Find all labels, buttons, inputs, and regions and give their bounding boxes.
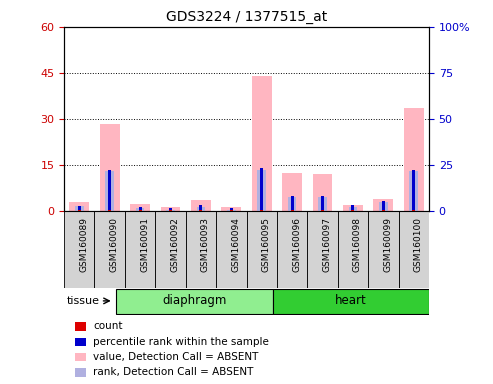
- Bar: [260, 168, 263, 210]
- Text: percentile rank within the sample: percentile rank within the sample: [93, 337, 269, 347]
- Bar: [116, 290, 273, 313]
- Bar: [288, 197, 296, 211]
- Bar: [169, 210, 172, 211]
- Bar: [273, 290, 429, 313]
- Text: GSM160089: GSM160089: [79, 217, 88, 272]
- Bar: [412, 210, 415, 211]
- Text: GSM160096: GSM160096: [292, 217, 301, 272]
- Text: heart: heart: [335, 295, 367, 308]
- Text: GSM160093: GSM160093: [201, 217, 210, 272]
- Text: GSM160095: GSM160095: [262, 217, 271, 272]
- Bar: [373, 199, 393, 211]
- Bar: [313, 174, 332, 211]
- Bar: [108, 170, 111, 210]
- Bar: [70, 202, 89, 211]
- Bar: [349, 207, 357, 211]
- Text: GSM160100: GSM160100: [414, 217, 423, 272]
- Title: GDS3224 / 1377515_at: GDS3224 / 1377515_at: [166, 10, 327, 25]
- Bar: [75, 353, 86, 361]
- Text: GSM160097: GSM160097: [322, 217, 331, 272]
- Bar: [321, 210, 324, 211]
- Bar: [352, 205, 354, 210]
- Bar: [169, 208, 172, 210]
- Bar: [230, 210, 233, 211]
- Bar: [230, 208, 233, 210]
- Bar: [307, 211, 338, 288]
- Bar: [410, 171, 418, 211]
- Bar: [191, 200, 211, 211]
- Bar: [75, 322, 86, 331]
- Bar: [404, 108, 423, 211]
- Bar: [282, 173, 302, 211]
- Text: GSM160090: GSM160090: [109, 217, 119, 272]
- Bar: [352, 210, 354, 211]
- Bar: [343, 205, 363, 211]
- Text: GSM160091: GSM160091: [140, 217, 149, 272]
- Bar: [382, 210, 385, 211]
- Bar: [398, 211, 429, 288]
- Text: count: count: [93, 321, 123, 331]
- Bar: [106, 171, 114, 211]
- Bar: [139, 207, 141, 210]
- Bar: [221, 207, 241, 211]
- Bar: [139, 210, 141, 211]
- Text: value, Detection Call = ABSENT: value, Detection Call = ABSENT: [93, 352, 259, 362]
- Bar: [252, 76, 272, 211]
- Text: GSM160098: GSM160098: [353, 217, 362, 272]
- Bar: [199, 205, 203, 210]
- Bar: [75, 368, 86, 377]
- Bar: [100, 124, 120, 211]
- Bar: [130, 204, 150, 211]
- Bar: [161, 207, 180, 211]
- Bar: [260, 210, 263, 211]
- Bar: [257, 170, 266, 211]
- Bar: [412, 170, 415, 210]
- Bar: [155, 211, 186, 288]
- Bar: [75, 206, 83, 211]
- Bar: [321, 196, 324, 210]
- Text: GSM160099: GSM160099: [384, 217, 392, 272]
- Bar: [290, 196, 294, 210]
- Bar: [227, 210, 236, 211]
- Bar: [318, 197, 327, 211]
- Text: GSM160094: GSM160094: [231, 217, 240, 272]
- Bar: [78, 210, 81, 211]
- Bar: [368, 211, 398, 288]
- Bar: [246, 211, 277, 288]
- Bar: [95, 211, 125, 288]
- Text: tissue: tissue: [67, 296, 100, 306]
- Bar: [290, 210, 294, 211]
- Bar: [216, 211, 246, 288]
- Bar: [136, 208, 144, 211]
- Bar: [338, 211, 368, 288]
- Bar: [197, 207, 205, 211]
- Bar: [108, 210, 111, 211]
- Bar: [277, 211, 307, 288]
- Text: rank, Detection Call = ABSENT: rank, Detection Call = ABSENT: [93, 367, 254, 377]
- Bar: [199, 210, 203, 211]
- Bar: [64, 211, 95, 288]
- Bar: [125, 211, 155, 288]
- Text: GSM160092: GSM160092: [171, 217, 179, 272]
- Bar: [382, 201, 385, 210]
- Bar: [186, 211, 216, 288]
- Text: diaphragm: diaphragm: [162, 295, 227, 308]
- Bar: [166, 210, 175, 211]
- Bar: [379, 202, 387, 211]
- Bar: [75, 338, 86, 346]
- Bar: [78, 206, 81, 210]
